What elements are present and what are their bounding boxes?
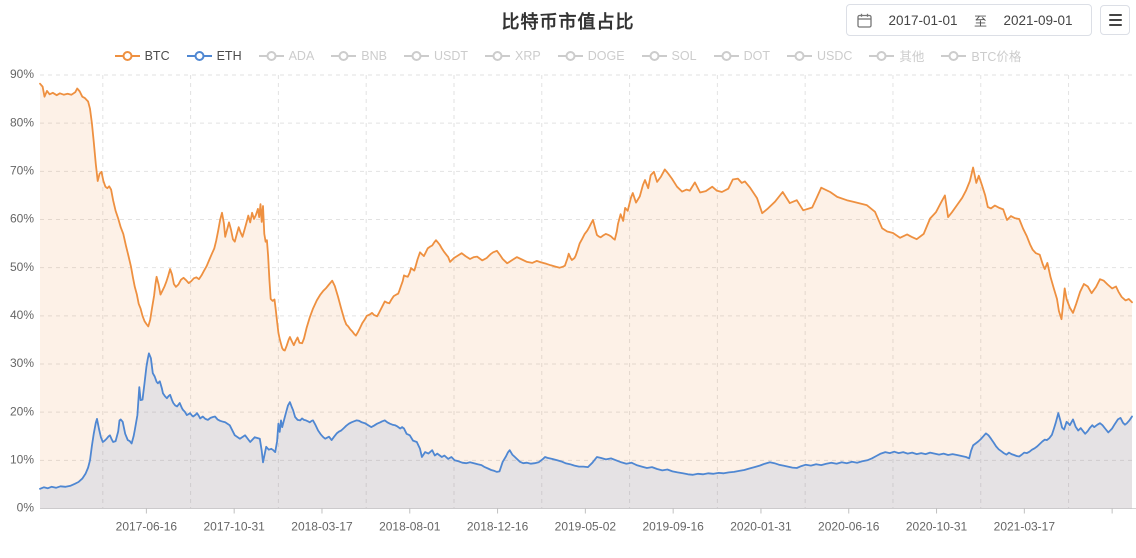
legend-label: BNB bbox=[361, 48, 387, 63]
legend-label: USDC bbox=[816, 48, 853, 63]
legend-label: DOGE bbox=[587, 48, 625, 63]
legend-item-ada[interactable]: ADA bbox=[258, 48, 315, 63]
legend-line-icon bbox=[186, 50, 212, 61]
legend-label: XRP bbox=[515, 48, 541, 63]
toolbar: 至 bbox=[845, 4, 1130, 36]
legend-item-btc价格[interactable]: BTC价格 bbox=[941, 46, 1021, 65]
y-axis-label: 30% bbox=[10, 356, 34, 370]
legend-item-sol[interactable]: SOL bbox=[641, 48, 697, 63]
legend-item-xrp[interactable]: XRP bbox=[485, 49, 541, 63]
series-area-btc bbox=[40, 83, 1132, 509]
legend-item-usdc[interactable]: USDC bbox=[786, 48, 853, 63]
legend-label: BTC bbox=[144, 48, 170, 63]
y-axis-label: 80% bbox=[10, 115, 34, 129]
legend-line-icon bbox=[331, 50, 357, 61]
page-title: 比特币市值占比 bbox=[501, 12, 635, 32]
y-axis-label: 10% bbox=[10, 453, 34, 467]
legend-line-icon bbox=[713, 50, 739, 61]
legend-item-dot[interactable]: DOT bbox=[713, 48, 770, 63]
legend-item-eth[interactable]: ETH bbox=[186, 48, 242, 63]
x-axis-label: 2021-03-17 bbox=[994, 520, 1056, 534]
x-axis-label: 2017-10-31 bbox=[203, 520, 265, 534]
y-axis-label: 70% bbox=[10, 164, 34, 178]
legend-line-icon bbox=[941, 50, 967, 61]
date-separator: 至 bbox=[973, 13, 987, 29]
legend-line-icon bbox=[557, 50, 583, 61]
legend-line-icon bbox=[485, 50, 511, 61]
x-axis-label: 2019-09-16 bbox=[642, 520, 704, 534]
menu-button[interactable] bbox=[1100, 5, 1130, 35]
legend-line-icon bbox=[258, 50, 284, 61]
end-date-input[interactable] bbox=[995, 11, 1081, 29]
y-axis-label: 0% bbox=[17, 501, 35, 515]
x-axis-label: 2019-05-02 bbox=[555, 520, 617, 534]
legend-label: USDT bbox=[434, 48, 469, 63]
calendar-icon bbox=[857, 13, 872, 28]
y-axis-label: 60% bbox=[10, 212, 34, 226]
legend-line-icon bbox=[114, 50, 140, 61]
legend-item-btc[interactable]: BTC bbox=[114, 48, 170, 63]
legend-item-其他[interactable]: 其他 bbox=[869, 46, 924, 65]
x-axis-label: 2018-03-17 bbox=[291, 520, 353, 534]
y-axis-label: 50% bbox=[10, 260, 34, 274]
y-axis-label: 20% bbox=[10, 404, 34, 418]
legend-label: BTC价格 bbox=[971, 50, 1022, 64]
date-range-picker[interactable]: 至 bbox=[845, 4, 1092, 36]
legend-label: 其他 bbox=[899, 50, 925, 64]
legend-line-icon bbox=[641, 50, 667, 61]
legend-label: SOL bbox=[671, 48, 697, 63]
legend: BTC ETH ADA BNB USDT XRP DOGE SOL DOT USDC 其他 BTC价格 bbox=[0, 46, 1136, 65]
series-line-eth bbox=[39, 352, 1133, 490]
series-line-btc bbox=[39, 82, 1133, 352]
legend-item-doge[interactable]: DOGE bbox=[557, 48, 625, 63]
legend-label: ETH bbox=[216, 48, 242, 63]
y-axis-label: 90% bbox=[10, 67, 34, 81]
y-axis-label: 40% bbox=[10, 308, 34, 322]
legend-item-bnb[interactable]: BNB bbox=[331, 49, 387, 63]
start-date-input[interactable] bbox=[879, 11, 966, 29]
x-axis-label: 2018-08-01 bbox=[379, 520, 441, 534]
x-axis-label: 2020-10-31 bbox=[906, 520, 968, 534]
legend-line-icon bbox=[869, 50, 895, 61]
legend-label: ADA bbox=[288, 48, 315, 63]
series-area-eth bbox=[40, 353, 1132, 509]
x-axis-label: 2017-06-16 bbox=[116, 520, 178, 534]
legend-item-usdt[interactable]: USDT bbox=[404, 49, 468, 63]
x-axis-label: 2020-01-31 bbox=[730, 520, 792, 534]
legend-label: DOT bbox=[743, 48, 770, 63]
x-axis-label: 2020-06-16 bbox=[818, 520, 880, 534]
x-axis-label: 2018-12-16 bbox=[467, 520, 529, 534]
legend-line-icon bbox=[404, 50, 429, 61]
legend-line-icon bbox=[786, 50, 812, 61]
